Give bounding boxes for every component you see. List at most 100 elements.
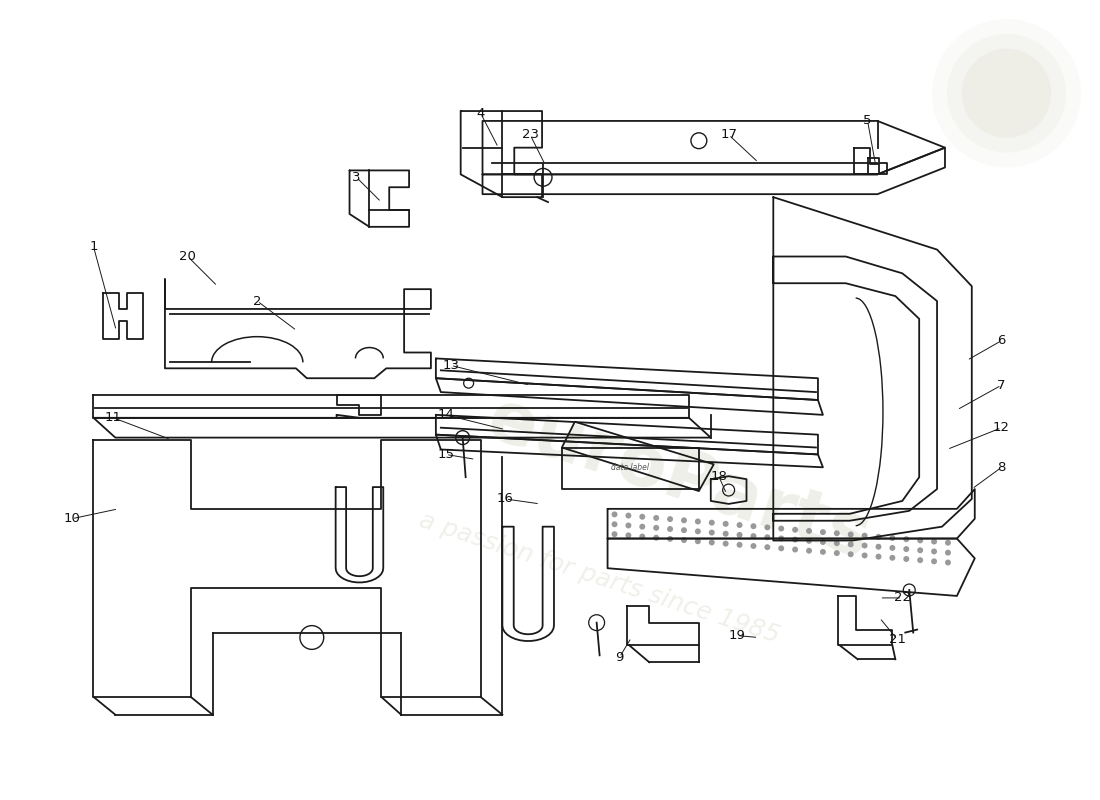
Text: 18: 18 bbox=[711, 470, 727, 482]
Text: 22: 22 bbox=[894, 591, 911, 605]
Text: data label: data label bbox=[612, 462, 649, 472]
Circle shape bbox=[848, 551, 854, 558]
Circle shape bbox=[764, 525, 770, 530]
Circle shape bbox=[764, 544, 770, 550]
Circle shape bbox=[945, 559, 950, 566]
Circle shape bbox=[779, 526, 784, 531]
Circle shape bbox=[903, 536, 910, 542]
Text: 12: 12 bbox=[993, 422, 1010, 434]
Circle shape bbox=[626, 532, 631, 538]
Text: 8: 8 bbox=[998, 461, 1005, 474]
Circle shape bbox=[626, 513, 631, 518]
Circle shape bbox=[848, 542, 854, 547]
Circle shape bbox=[861, 553, 868, 558]
Circle shape bbox=[917, 557, 923, 563]
Text: 10: 10 bbox=[63, 512, 80, 526]
Circle shape bbox=[931, 538, 937, 545]
Text: 9: 9 bbox=[615, 650, 624, 664]
Circle shape bbox=[695, 529, 701, 534]
Text: 4: 4 bbox=[476, 106, 485, 119]
Circle shape bbox=[723, 530, 728, 537]
Circle shape bbox=[695, 538, 701, 544]
Circle shape bbox=[848, 531, 854, 538]
Circle shape bbox=[820, 549, 826, 555]
Text: 6: 6 bbox=[998, 334, 1005, 347]
Circle shape bbox=[876, 554, 881, 559]
Circle shape bbox=[737, 542, 742, 548]
Circle shape bbox=[750, 543, 757, 549]
Text: 20: 20 bbox=[179, 250, 196, 263]
Text: 19: 19 bbox=[728, 629, 745, 642]
Circle shape bbox=[820, 529, 826, 535]
Text: 17: 17 bbox=[720, 128, 737, 142]
Circle shape bbox=[961, 49, 1052, 138]
Circle shape bbox=[792, 546, 799, 553]
Circle shape bbox=[764, 534, 770, 540]
Circle shape bbox=[834, 540, 839, 546]
Circle shape bbox=[639, 514, 646, 520]
Text: 15: 15 bbox=[438, 448, 454, 461]
Text: 16: 16 bbox=[497, 493, 514, 506]
Circle shape bbox=[890, 545, 895, 551]
Circle shape bbox=[653, 525, 659, 530]
Circle shape bbox=[667, 516, 673, 522]
Circle shape bbox=[945, 550, 950, 555]
Text: 3: 3 bbox=[352, 171, 361, 184]
Circle shape bbox=[626, 522, 631, 529]
Circle shape bbox=[931, 549, 937, 554]
Circle shape bbox=[931, 558, 937, 564]
Text: 21: 21 bbox=[889, 633, 905, 646]
Circle shape bbox=[947, 34, 1066, 153]
Circle shape bbox=[667, 526, 673, 532]
Circle shape bbox=[639, 524, 646, 530]
Circle shape bbox=[667, 536, 673, 542]
Circle shape bbox=[834, 530, 839, 536]
Circle shape bbox=[806, 538, 812, 544]
Circle shape bbox=[861, 533, 868, 538]
Circle shape bbox=[779, 546, 784, 551]
Text: a passion for parts since 1985: a passion for parts since 1985 bbox=[416, 508, 783, 648]
Circle shape bbox=[737, 522, 742, 528]
Circle shape bbox=[708, 520, 715, 526]
Text: 7: 7 bbox=[998, 378, 1005, 392]
Circle shape bbox=[945, 540, 950, 546]
Circle shape bbox=[708, 530, 715, 535]
Circle shape bbox=[903, 556, 910, 562]
Text: 14: 14 bbox=[438, 408, 454, 422]
Circle shape bbox=[779, 535, 784, 542]
Circle shape bbox=[723, 521, 728, 527]
Circle shape bbox=[806, 548, 812, 554]
Circle shape bbox=[612, 511, 617, 518]
Circle shape bbox=[653, 534, 659, 541]
Text: 11: 11 bbox=[104, 411, 122, 424]
Circle shape bbox=[834, 550, 839, 556]
Circle shape bbox=[612, 522, 617, 527]
Circle shape bbox=[890, 555, 895, 561]
Text: 23: 23 bbox=[521, 128, 539, 142]
Circle shape bbox=[903, 546, 910, 552]
Circle shape bbox=[750, 533, 757, 539]
Text: 13: 13 bbox=[442, 359, 460, 372]
Text: 5: 5 bbox=[864, 114, 872, 127]
Circle shape bbox=[861, 542, 868, 549]
Circle shape bbox=[737, 532, 742, 538]
Circle shape bbox=[612, 531, 617, 537]
Circle shape bbox=[876, 544, 881, 550]
Circle shape bbox=[932, 19, 1081, 167]
Text: euroParts: euroParts bbox=[478, 385, 879, 574]
Circle shape bbox=[708, 539, 715, 546]
Circle shape bbox=[750, 523, 757, 529]
Circle shape bbox=[820, 539, 826, 545]
Circle shape bbox=[639, 534, 646, 539]
Circle shape bbox=[681, 537, 688, 543]
Circle shape bbox=[792, 526, 799, 533]
Circle shape bbox=[806, 528, 812, 534]
Circle shape bbox=[653, 515, 659, 521]
Circle shape bbox=[792, 537, 799, 542]
Circle shape bbox=[681, 527, 688, 533]
Circle shape bbox=[695, 518, 701, 525]
Text: 1: 1 bbox=[89, 240, 98, 253]
Text: 2: 2 bbox=[253, 294, 262, 307]
Circle shape bbox=[876, 534, 881, 540]
Circle shape bbox=[917, 538, 923, 543]
